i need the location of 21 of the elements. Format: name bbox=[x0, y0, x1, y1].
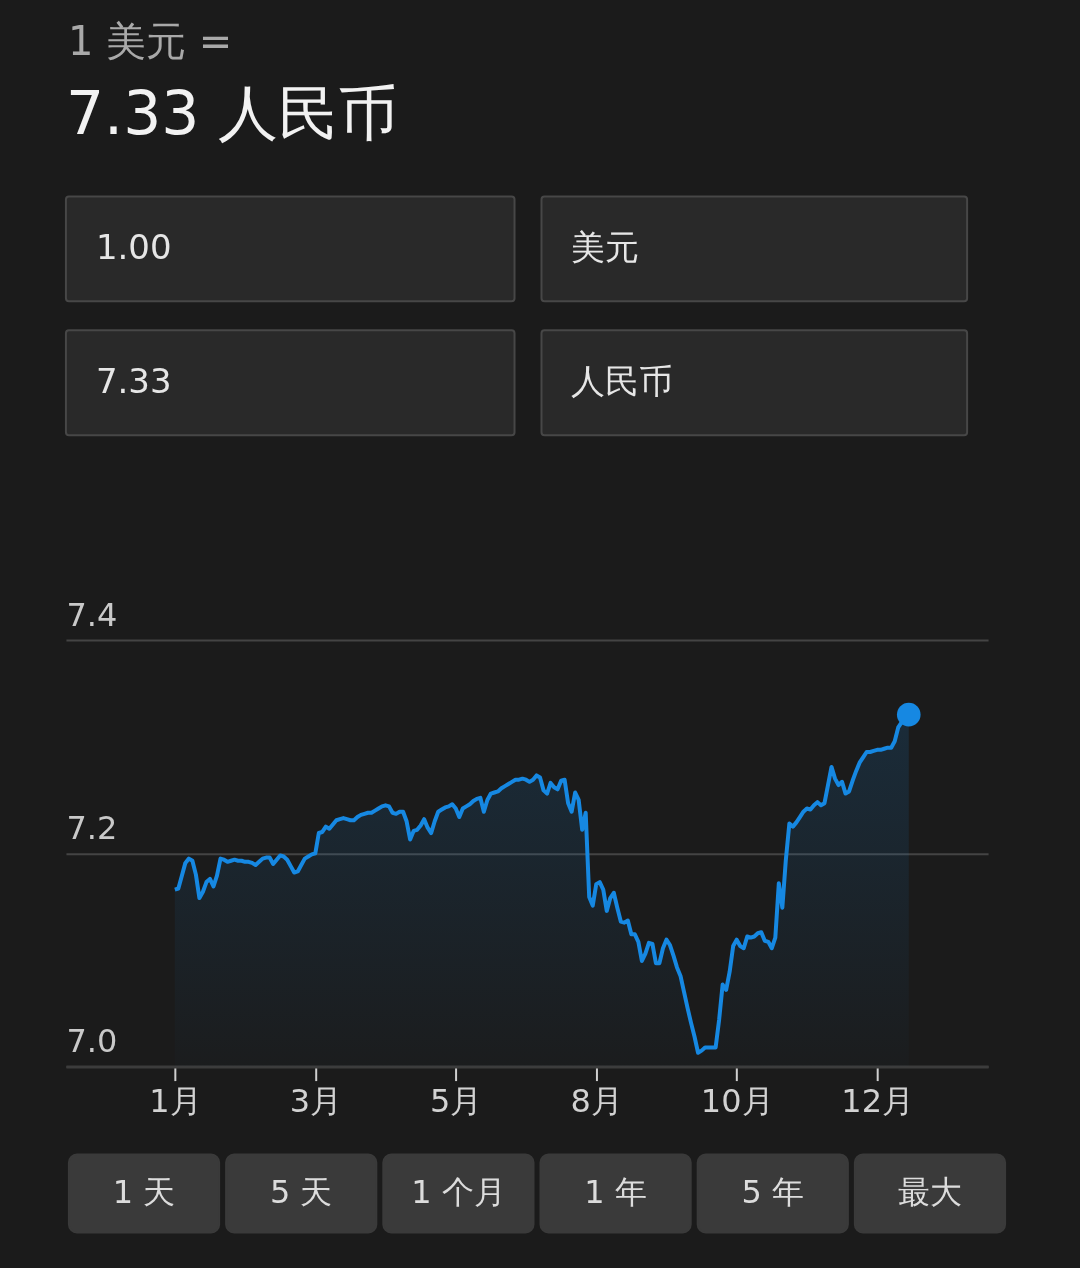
x-tick-label: 3月 bbox=[289, 1082, 342, 1121]
x-tick-label: 10月 bbox=[700, 1082, 774, 1121]
y-tick-label: 7.2 bbox=[66, 808, 118, 847]
text: 5 年 bbox=[741, 1173, 805, 1212]
text: 5 天 bbox=[269, 1173, 333, 1212]
text: 1 美元 = bbox=[67, 17, 233, 64]
y-tick-label: 7.0 bbox=[66, 1022, 118, 1061]
text: 1 天 bbox=[112, 1173, 176, 1212]
text: 1 个月 bbox=[411, 1173, 506, 1212]
text: 最大 bbox=[897, 1173, 962, 1212]
x-tick-label: 5月 bbox=[430, 1082, 483, 1121]
text: 7.33 bbox=[95, 361, 172, 402]
text: 美元 bbox=[571, 227, 640, 268]
x-tick-label: 8月 bbox=[570, 1082, 623, 1121]
x-tick-label: 12月 bbox=[841, 1082, 914, 1121]
text: 1.00 bbox=[95, 227, 172, 268]
y-tick-label: 7.4 bbox=[66, 595, 118, 634]
x-tick-label: 1月 bbox=[149, 1082, 202, 1121]
text: 7.33 人民币 bbox=[65, 78, 399, 149]
text: 人民币 bbox=[571, 361, 674, 402]
text: 1 年 bbox=[584, 1173, 647, 1212]
